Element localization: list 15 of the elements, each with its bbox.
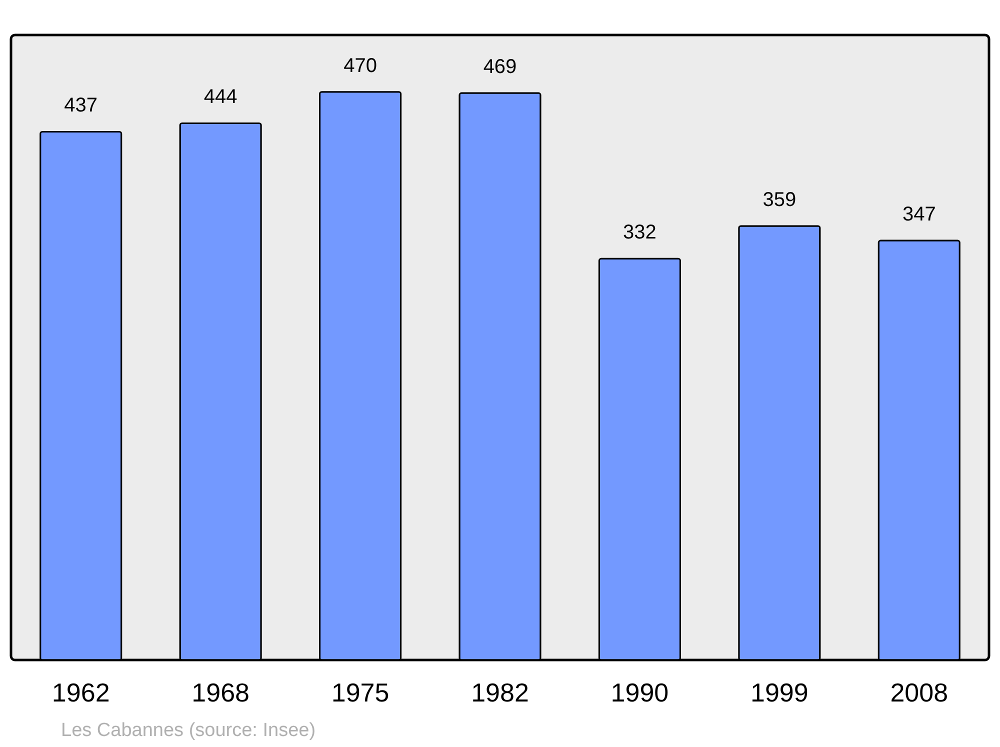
data-label: 437 — [64, 94, 98, 117]
data-label: 469 — [483, 56, 517, 78]
x-tick-label: 1975 — [331, 678, 390, 708]
data-label: 470 — [344, 54, 377, 77]
x-tick-label: 1990 — [610, 678, 669, 708]
x-tick-label: 2008 — [890, 678, 948, 708]
data-label: 444 — [204, 86, 238, 108]
x-tick-label: 1962 — [52, 678, 110, 708]
data-label: 347 — [902, 204, 936, 226]
x-tick-label: 1968 — [192, 678, 250, 708]
text: Les Cabannes (source: Insee) — [61, 720, 316, 741]
x-tick-label: 1999 — [750, 678, 808, 708]
data-label: 359 — [762, 189, 796, 212]
x-tick-label: 1982 — [471, 678, 529, 708]
data-label: 332 — [623, 222, 656, 244]
